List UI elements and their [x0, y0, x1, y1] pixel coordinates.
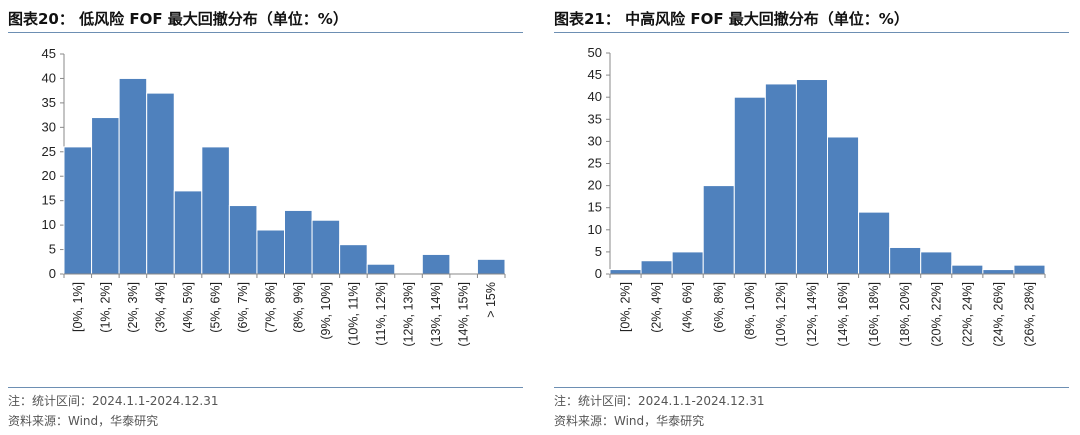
x-tick-label: (2%, 4%] [650, 282, 664, 333]
x-tick-label: > 15% [484, 282, 498, 318]
x-tick-label: (10%, 11%] [346, 282, 360, 346]
y-tick-label: 45 [42, 46, 56, 61]
x-tick-label: (2%, 3%] [126, 282, 140, 333]
x-tick-label: (18%, 20%] [898, 282, 912, 347]
bar [920, 251, 953, 275]
x-tick-label: (4%, 5%] [181, 282, 195, 333]
x-tick-label: (12%, 13%] [402, 282, 416, 347]
x-tick-label: (4%, 6%] [681, 282, 695, 333]
bar [733, 96, 766, 275]
bar [764, 83, 797, 275]
title-divider [554, 32, 1069, 33]
x-tick-label: (7%, 8%] [264, 282, 278, 333]
bar [671, 251, 704, 275]
y-tick-label: 15 [588, 200, 602, 215]
x-tick-label: (22%, 24%] [960, 282, 974, 347]
y-tick-label: 40 [588, 89, 602, 104]
y-tick-label: 10 [42, 217, 56, 232]
title-divider [8, 32, 523, 33]
x-tick-label: (3%, 4%] [153, 282, 167, 333]
x-tick-label: (8%, 9%] [291, 282, 305, 333]
y-tick-label: 45 [588, 67, 602, 82]
x-tick-label: (5%, 6%] [209, 282, 223, 333]
x-tick-label: (20%, 22%] [929, 282, 943, 347]
drawdown-histogram-mid-high-risk: 0 5 10 15 20 25 30 35 40 45 50 [0%, 2%] (2%, 4%] (4%,… [588, 45, 1046, 347]
bar [982, 269, 1015, 275]
bar [91, 117, 120, 275]
bar [827, 136, 860, 275]
bar [284, 209, 313, 275]
y-tick-label: 30 [42, 119, 56, 134]
y-tick-label: 0 [595, 266, 602, 281]
x-tick-label: (13%, 14%] [429, 282, 443, 347]
x-tick-label: (8%, 10%] [743, 282, 757, 340]
bar [476, 258, 506, 275]
y-tick-label: 0 [49, 266, 56, 281]
x-tick-label: (14%, 15%] [457, 282, 471, 347]
y-tick-label: 50 [588, 45, 602, 60]
chart-note: 注：统计区间：2024.1.1-2024.12.31 [8, 394, 219, 408]
x-tick-label: [0%, 2%] [619, 282, 633, 332]
x-tick-label: (6%, 7%] [236, 282, 250, 333]
bar [702, 185, 735, 275]
chart-title: 图表20： 低风险 FOF 最大回撤分布（单位：%） [8, 10, 348, 28]
x-tick-label: (14%, 16%] [836, 282, 850, 347]
drawdown-histogram-low-risk: 0 5 10 15 20 25 30 35 40 45 [0%, 1%] (1%, 2%] (2%, 3… [42, 46, 506, 347]
chart-note: 注：统计区间：2024.1.1-2024.12.31 [554, 394, 765, 408]
bar [118, 77, 148, 275]
bar [795, 79, 829, 275]
bar [366, 263, 396, 275]
x-tick-label: (11%, 12%] [374, 282, 388, 346]
bar [858, 211, 891, 275]
bar [339, 244, 368, 275]
bar [228, 205, 258, 275]
x-tick-label: (9%, 10%] [319, 282, 333, 340]
y-tick-label: 25 [588, 156, 602, 171]
chart-source: 资料来源：Wind，华泰研究 [8, 414, 159, 428]
footer-divider [8, 387, 523, 388]
y-tick-label: 15 [42, 193, 56, 208]
bar [421, 253, 451, 275]
right-chart-panel: 图表21： 中高风险 FOF 最大回撤分布（单位：%） 0 5 10 15 20 25 30… [554, 0, 1074, 435]
bar [889, 246, 922, 275]
y-tick-label: 20 [588, 178, 602, 193]
bar [640, 260, 673, 275]
left-chart-panel: 图表20： 低风险 FOF 最大回撤分布（单位：%） 0 5 10 15 20 25 30 3… [8, 0, 528, 435]
bar [311, 219, 341, 275]
x-tick-label: (26%, 28%] [1022, 282, 1036, 347]
chart-source: 资料来源：Wind，华泰研究 [554, 414, 705, 428]
y-tick-label: 35 [588, 111, 602, 126]
y-tick-label: 35 [42, 95, 56, 110]
bar [201, 146, 230, 275]
y-tick-label: 25 [42, 144, 56, 159]
bar [951, 264, 984, 275]
y-tick-label: 40 [42, 70, 56, 85]
y-tick-label: 5 [595, 244, 602, 259]
y-tick-label: 30 [588, 133, 602, 148]
bar [1013, 264, 1046, 275]
bar [609, 269, 642, 275]
bar [173, 190, 203, 275]
footer-divider [554, 387, 1069, 388]
x-tick-label: [0%, 1%] [71, 282, 85, 332]
x-tick-label: (12%, 14%] [805, 282, 819, 347]
bar [63, 146, 93, 275]
x-tick-label: (24%, 26%] [991, 282, 1005, 347]
x-tick-label: (16%, 18%] [867, 282, 881, 347]
bar [146, 92, 175, 275]
y-tick-label: 5 [49, 242, 56, 257]
y-tick-label: 10 [588, 222, 602, 237]
chart-title: 图表21： 中高风险 FOF 最大回撤分布（单位：%） [554, 10, 909, 28]
bar [256, 229, 285, 275]
x-tick-label: (1%, 2%] [98, 282, 112, 333]
y-tick-label: 20 [42, 168, 56, 183]
x-tick-label: (10%, 12%] [774, 282, 788, 347]
x-tick-label: (6%, 8%] [712, 282, 726, 333]
